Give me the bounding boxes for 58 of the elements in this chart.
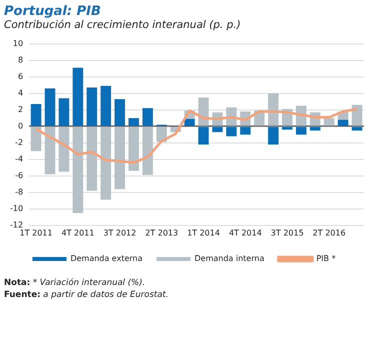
- legend-label: Demanda externa: [70, 254, 143, 264]
- x-tick-label: 1T 2011: [20, 228, 52, 238]
- y-tick-label: 6: [18, 72, 24, 81]
- x-tick-label: 3T 2015: [270, 228, 304, 238]
- x-tick-label: 3T 2012: [103, 228, 136, 238]
- y-tick-label: 4: [18, 88, 24, 98]
- y-tick-label: 0: [18, 121, 24, 130]
- bar: [100, 86, 112, 126]
- bar: [184, 118, 195, 126]
- bar: [100, 126, 112, 200]
- bar: [30, 104, 42, 126]
- bar: [142, 126, 153, 176]
- y-tick-label: 8: [18, 55, 24, 64]
- bar: [324, 118, 334, 126]
- bar: [128, 118, 139, 126]
- bar: [352, 126, 362, 130]
- source-note: Fuente: a partir de datos de Eurostat.: [4, 290, 168, 300]
- bar: [282, 126, 292, 130]
- chart-title: Portugal: PIB: [4, 4, 102, 19]
- y-tick-label: -12: [10, 220, 24, 230]
- y-tick-label: -4: [15, 154, 24, 164]
- bar: [268, 126, 279, 145]
- y-tick-label: -2: [15, 138, 24, 147]
- bar: [72, 126, 84, 214]
- bar: [44, 88, 56, 126]
- bar: [86, 88, 98, 126]
- x-tick-label: 4T 2014: [228, 228, 262, 238]
- x-tick-label: 2T 2013: [145, 228, 178, 238]
- bar: [58, 98, 70, 126]
- x-tick-label: 4T 2011: [61, 228, 94, 238]
- bar: [198, 126, 209, 145]
- y-tick-label: -8: [15, 187, 24, 196]
- bar: [30, 126, 42, 152]
- legend-label: Demanda interna: [194, 254, 264, 264]
- bar: [226, 126, 237, 136]
- y-tick-label: 2: [18, 104, 24, 114]
- bar: [338, 120, 348, 126]
- bar: [142, 108, 153, 126]
- x-tick-label: 1T 2014: [187, 228, 220, 238]
- bar: [114, 99, 126, 126]
- legend-label: PIB *: [316, 254, 336, 264]
- bar: [114, 126, 126, 190]
- bar: [310, 126, 320, 130]
- bar: [296, 126, 306, 135]
- text: Nota: * Variación interanual (%).: [4, 278, 146, 288]
- y-tick-label: -6: [15, 170, 24, 180]
- bar: [212, 126, 223, 132]
- x-tick-label: 2T 2016: [312, 228, 346, 238]
- y-tick-label: 10: [12, 38, 24, 48]
- bar: [86, 126, 98, 191]
- bar: [72, 68, 84, 126]
- bar: [352, 104, 362, 126]
- bar: [240, 126, 251, 135]
- y-tick-label: -10: [10, 204, 24, 213]
- bar: [58, 126, 70, 172]
- bar: [128, 126, 139, 171]
- bar: [268, 93, 279, 126]
- chart-subtitle: Contribución al crecimiento interanual (p. p.): [4, 19, 242, 31]
